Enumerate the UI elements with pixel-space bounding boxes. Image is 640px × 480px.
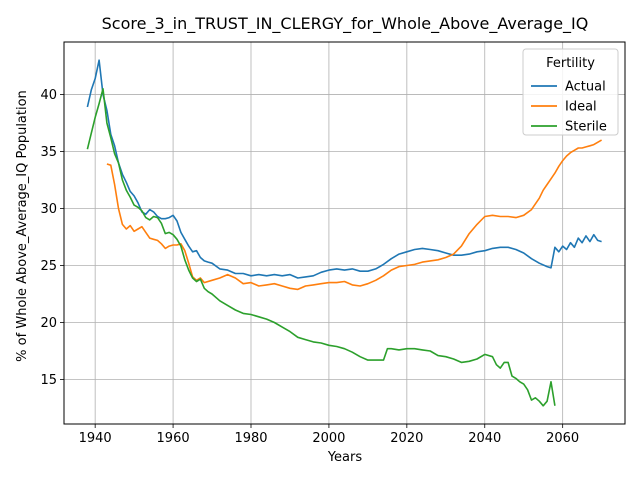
x-tick-label: 2020 [390, 431, 423, 446]
axis-ticks: 1940 1960 1980 2000 2020 2040 2060 15 20 25 30 35 40 [40, 88, 579, 446]
y-tick-label: 35 [40, 145, 57, 160]
y-tick-label: 20 [40, 316, 57, 331]
legend-title: Fertility [546, 56, 595, 71]
legend-box [522, 48, 619, 136]
x-tick-label: 1980 [234, 431, 267, 446]
x-tick-label: 1940 [79, 431, 112, 446]
series-line-actual [86, 59, 602, 279]
series-line-ideal [106, 139, 602, 291]
legend-label-sterile: Sterile [565, 120, 607, 135]
legend-label-ideal: Ideal [565, 100, 597, 115]
legend: Fertility Actual Ideal Sterile [522, 48, 619, 136]
x-tick-label: 2060 [546, 431, 579, 446]
y-axis-label: % of Whole Above_Average_IQ Population [15, 90, 30, 362]
series-line-sterile [86, 88, 556, 407]
y-tick-label: 30 [40, 202, 57, 217]
y-tick-label: 40 [40, 88, 57, 103]
x-tick-label: 2040 [468, 431, 501, 446]
y-tick-label: 15 [40, 373, 57, 388]
x-tick-label: 1960 [157, 431, 190, 446]
series-lines [86, 59, 602, 407]
y-tick-label: 25 [40, 259, 57, 274]
chart-title: Score_3_in_TRUST_IN_CLERGY_for_Whole_Abo… [102, 14, 589, 34]
legend-label-actual: Actual [565, 80, 606, 95]
plot-area-frame [63, 41, 626, 425]
x-axis-label: Years [327, 450, 363, 465]
x-tick-label: 2000 [312, 431, 345, 446]
